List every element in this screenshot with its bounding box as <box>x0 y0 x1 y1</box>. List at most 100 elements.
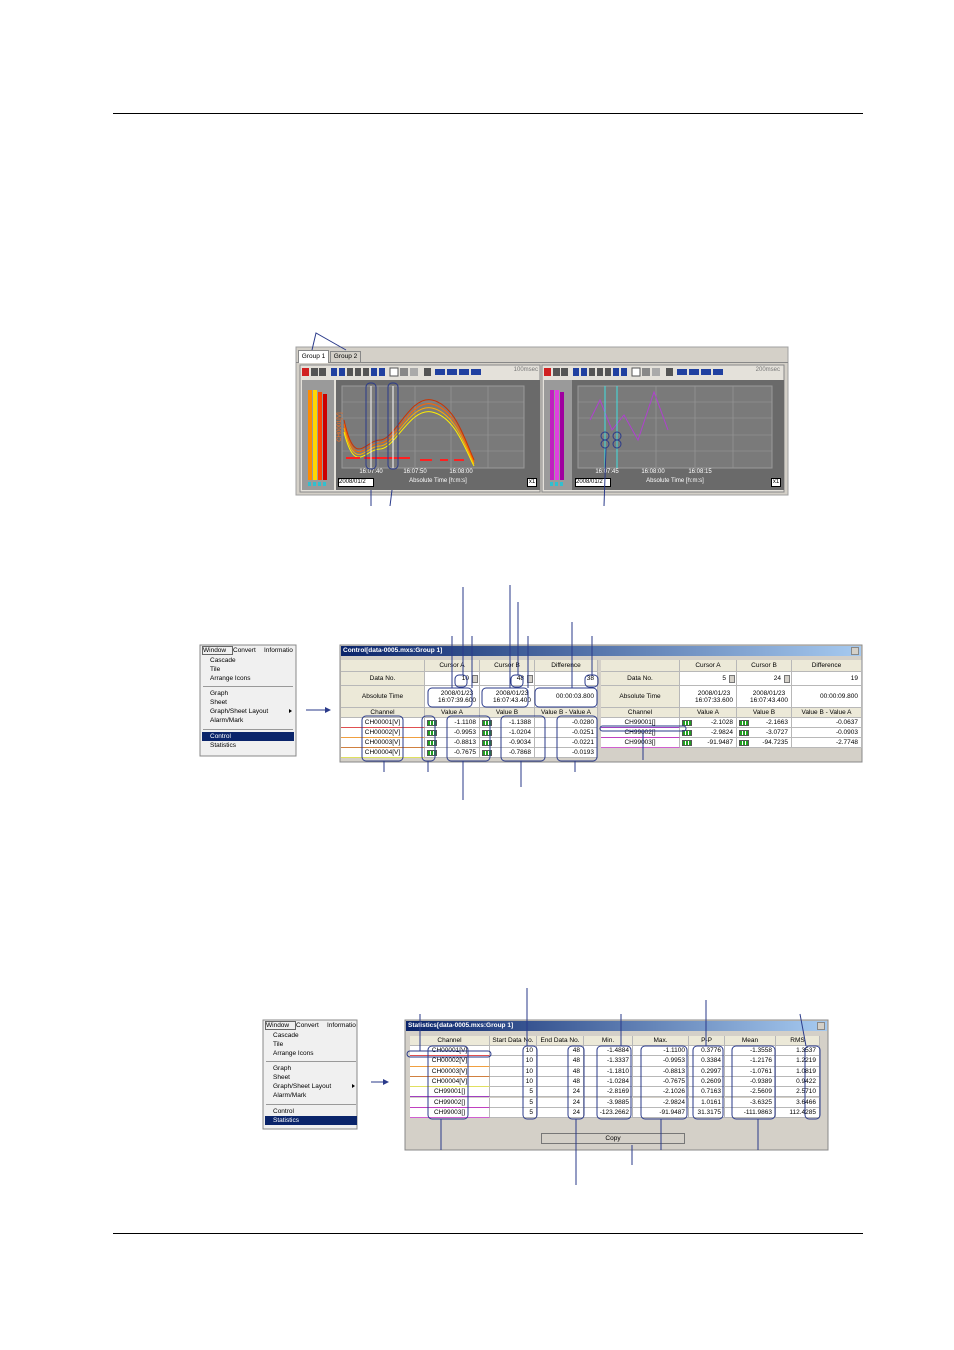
close-button <box>851 647 859 655</box>
sampling-rate: 100msec <box>513 367 538 373</box>
shape-rect <box>379 368 385 376</box>
menu-item: Statistics <box>210 742 237 749</box>
statistic-value: 1.0161 <box>689 1097 725 1108</box>
menubar-item: Informatio <box>264 647 293 654</box>
column-header: Cursor B <box>737 660 792 672</box>
shape-rect <box>313 482 316 486</box>
statistic-value: -2.9824 <box>633 1097 689 1108</box>
channel-header: Channel <box>601 708 680 718</box>
channel-name: CH00002[V] <box>341 728 425 738</box>
statistic-value: 0.9422 <box>776 1076 820 1088</box>
title-bar <box>341 646 861 656</box>
shape-rect <box>573 368 579 376</box>
axis-title: Absolute Time [h:m:s] <box>409 478 467 484</box>
menu-item: Control <box>273 1108 294 1115</box>
level-icon <box>482 740 492 746</box>
shape-rect <box>631 367 641 377</box>
statistic-value: 48 <box>537 1076 584 1088</box>
menubar-item: Convert <box>233 647 256 654</box>
time-tick-label: 16:07:45 <box>595 469 619 475</box>
column-header: Min. <box>584 1036 633 1046</box>
menubar-item: Informatio <box>327 1022 356 1029</box>
shape-rect <box>308 390 312 480</box>
channel-value: -0.0903 <box>792 728 862 738</box>
statistic-value: 5 <box>490 1097 537 1108</box>
channel-header: Value A <box>425 708 480 718</box>
menu-highlight <box>202 732 294 741</box>
axis-title: Absolute Time [h:m:s] <box>646 478 704 484</box>
menu-item: Control <box>210 733 231 740</box>
title-bar <box>406 1021 827 1031</box>
channel-header: Value B <box>480 708 535 718</box>
channel-name: CH00003[V] <box>410 1066 490 1077</box>
group <box>302 367 723 377</box>
level-icon <box>427 730 437 736</box>
channel-name: CH99001[] <box>601 718 680 728</box>
channel-name: CH99001[] <box>410 1087 490 1098</box>
column-header: Max. <box>633 1036 689 1046</box>
statistic-value: -0.7675 <box>633 1076 689 1088</box>
shape-rect <box>560 482 563 486</box>
level-icon <box>739 740 749 746</box>
menu-item: Graph/Sheet Layout <box>210 708 269 715</box>
row-label: Data No. <box>601 672 680 686</box>
shape-rect <box>550 482 553 486</box>
statistic-value: -123.2662 <box>584 1107 633 1119</box>
statistic-value: -1.4884 <box>584 1046 633 1057</box>
shape-polyline <box>589 390 669 442</box>
statistic-value: 0.3776 <box>689 1046 725 1057</box>
shape-rect <box>262 1019 358 1130</box>
time-tick-label: 16:07:40 <box>359 469 383 475</box>
statistic-value: -2.1026 <box>633 1087 689 1098</box>
level-icon <box>427 720 437 726</box>
menu-highlight <box>265 1116 357 1125</box>
channel-name: CH00004[V] <box>410 1076 490 1088</box>
shape-rect <box>689 369 699 375</box>
shape-rect <box>613 368 619 376</box>
channel-value: -2.1663 <box>737 718 792 728</box>
row-label: Absolute Time <box>601 686 680 708</box>
menu-item: Alarm/Mark <box>273 1092 307 1099</box>
statistic-value: -0.8813 <box>633 1066 689 1077</box>
menubar-item: Window <box>202 646 233 655</box>
row-label: Absolute Time <box>341 686 425 708</box>
statistic-value: -3.9885 <box>584 1097 633 1108</box>
statistic-value: -111.9863 <box>725 1107 776 1119</box>
statistic-value: 24 <box>537 1107 584 1119</box>
statistic-value: -0.9953 <box>633 1056 689 1067</box>
column-header: RMS <box>776 1036 820 1046</box>
shape-rect <box>589 368 595 376</box>
channel-name: CH99002[] <box>410 1097 490 1108</box>
shape-path <box>343 399 475 461</box>
group <box>343 399 475 467</box>
shape-rect <box>302 368 309 376</box>
statistic-value: -91.9487 <box>633 1107 689 1119</box>
level-icon <box>682 740 692 746</box>
column-header: Start Data No. <box>490 1036 537 1046</box>
time-tick-label: 16:08:00 <box>641 469 665 475</box>
shape-rect <box>555 390 559 480</box>
channel-value: -2.7748 <box>792 738 862 748</box>
channel-name: CH99003[] <box>410 1107 490 1119</box>
cursor-value: 19 <box>792 672 862 686</box>
window-title: Control[data-0005.mxs:Group 1] <box>343 647 443 654</box>
menu-item: Arrange Icons <box>273 1050 314 1057</box>
menu-item: Cascade <box>273 1032 299 1039</box>
menu-item: Alarm/Mark <box>210 717 244 724</box>
menu-item: Tile <box>210 666 221 673</box>
shape-rect <box>410 368 418 376</box>
menubar-item: Window <box>265 1021 296 1030</box>
statistic-value: 5 <box>490 1087 537 1098</box>
statistic-value: 0.2609 <box>689 1076 725 1088</box>
shape-rect <box>313 390 317 480</box>
spin-button <box>472 675 478 683</box>
statistic-value: -1.1100 <box>633 1046 689 1057</box>
copy-button[interactable]: Copy <box>541 1133 685 1144</box>
menu-item: Cascade <box>210 657 236 664</box>
level-icon <box>739 720 749 726</box>
shape-rect <box>550 390 554 480</box>
column-header: End Data No. <box>537 1036 584 1046</box>
statistic-value: 10 <box>490 1076 537 1088</box>
channel-name: CH00003[V] <box>341 738 425 748</box>
shape-rect <box>318 392 322 480</box>
